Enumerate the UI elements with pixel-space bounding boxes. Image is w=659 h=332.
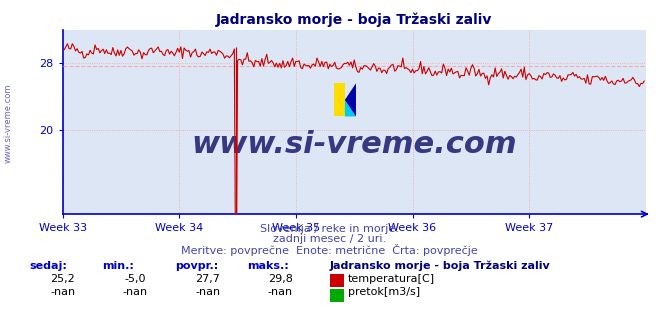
Text: -nan: -nan xyxy=(50,287,75,297)
Text: www.si-vreme.com: www.si-vreme.com xyxy=(191,129,517,159)
Polygon shape xyxy=(345,100,356,117)
Text: -nan: -nan xyxy=(268,287,293,297)
Text: Meritve: povprečne  Enote: metrične  Črta: povprečje: Meritve: povprečne Enote: metrične Črta:… xyxy=(181,244,478,256)
Text: maks.:: maks.: xyxy=(247,261,289,271)
Text: 25,2: 25,2 xyxy=(50,274,75,284)
Title: Jadransko morje - boja Tržaski zaliv: Jadransko morje - boja Tržaski zaliv xyxy=(216,13,492,27)
Text: min.:: min.: xyxy=(102,261,134,271)
Bar xyxy=(334,83,345,117)
Text: -5,0: -5,0 xyxy=(125,274,146,284)
Text: -nan: -nan xyxy=(195,287,220,297)
Text: 29,8: 29,8 xyxy=(268,274,293,284)
Text: Jadransko morje - boja Tržaski zaliv: Jadransko morje - boja Tržaski zaliv xyxy=(330,261,550,271)
Text: pretok[m3/s]: pretok[m3/s] xyxy=(348,287,420,297)
Text: sedaj:: sedaj: xyxy=(30,261,67,271)
Text: -nan: -nan xyxy=(123,287,148,297)
Polygon shape xyxy=(345,83,356,117)
Text: www.si-vreme.com: www.si-vreme.com xyxy=(3,83,13,163)
Text: zadnji mesec / 2 uri.: zadnji mesec / 2 uri. xyxy=(273,234,386,244)
Text: povpr.:: povpr.: xyxy=(175,261,218,271)
Text: temperatura[C]: temperatura[C] xyxy=(348,274,435,284)
Text: 27,7: 27,7 xyxy=(195,274,220,284)
Text: Slovenija / reke in morje.: Slovenija / reke in morje. xyxy=(260,224,399,234)
